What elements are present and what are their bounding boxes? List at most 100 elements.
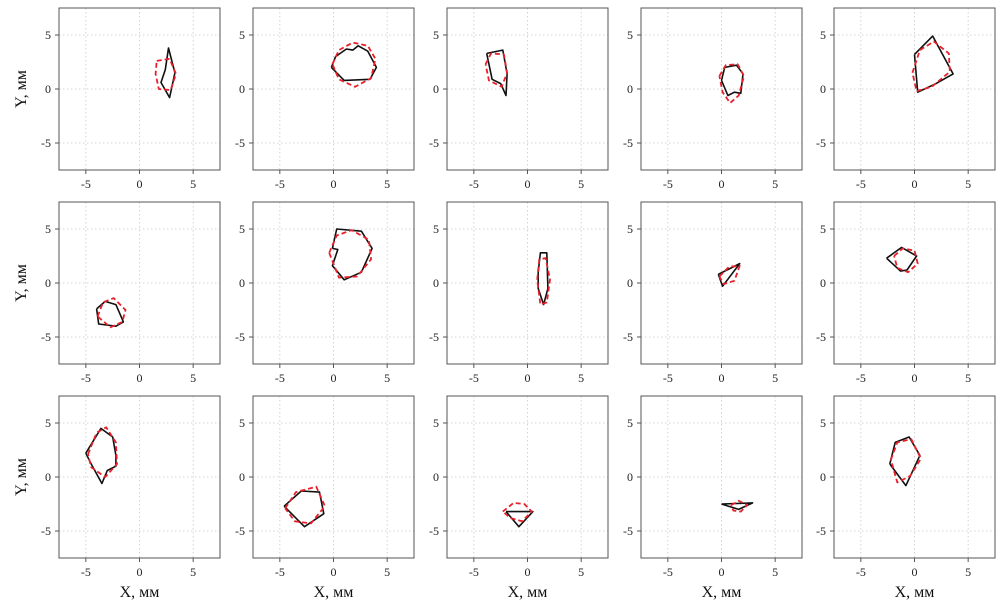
x-tick-label: -5	[856, 371, 866, 385]
x-tick-label: 5	[965, 177, 971, 191]
panel-13: -5 0 5 5 0 -5 X, мм	[429, 395, 609, 601]
x-tick-label: -5	[469, 177, 479, 191]
y-tick-label: 5	[820, 416, 826, 430]
outline-series	[505, 510, 534, 528]
fit-series	[96, 297, 127, 329]
y-tick-label: -5	[235, 136, 245, 150]
y-tick-label: 5	[627, 416, 633, 430]
x-tick-label: 5	[578, 371, 584, 385]
panel-7: -5 0 5 5 0 -5	[235, 201, 415, 385]
y-tick-label: 5	[45, 28, 51, 42]
y-tick-label: 0	[433, 82, 439, 96]
x-tick-label: -5	[469, 371, 479, 385]
fit-series	[484, 52, 509, 88]
x-tick-label: 5	[965, 565, 971, 579]
fit-series	[154, 57, 177, 91]
x-tick-label: 0	[137, 371, 143, 385]
y-axis-label: Y, мм	[13, 264, 30, 302]
fit-series	[730, 499, 749, 513]
y-tick-label: -5	[816, 136, 826, 150]
x-tick-label: 0	[525, 371, 531, 385]
y-tick-label: 0	[45, 276, 51, 290]
panel-6: -5 0 5 5 0 -5 Y, мм	[13, 201, 221, 385]
x-tick-label: -5	[81, 565, 91, 579]
y-tick-label: -5	[623, 524, 633, 538]
y-tick-label: 5	[820, 28, 826, 42]
x-tick-label: 5	[190, 371, 196, 385]
fit-series	[502, 501, 533, 523]
outline-series	[330, 44, 378, 82]
x-tick-label: 0	[719, 177, 725, 191]
y-tick-label: 0	[627, 82, 633, 96]
y-tick-label: 0	[45, 82, 51, 96]
y-tick-label: 0	[820, 470, 826, 484]
panel-14: -5 0 5 5 0 -5 X, мм	[623, 395, 803, 601]
outline-series	[331, 228, 373, 281]
y-tick-label: 5	[239, 416, 245, 430]
x-tick-label: -5	[81, 177, 91, 191]
y-tick-label: 5	[627, 28, 633, 42]
fit-series	[718, 264, 741, 286]
x-tick-label: -5	[275, 565, 285, 579]
y-tick-label: -5	[41, 136, 51, 150]
fit-series	[718, 63, 745, 104]
fit-series	[890, 438, 922, 484]
x-tick-label: -5	[856, 177, 866, 191]
panel-10: -5 0 5 5 0 -5	[816, 201, 996, 385]
y-tick-label: 5	[45, 416, 51, 430]
y-tick-label: 5	[433, 416, 439, 430]
fit-series	[87, 426, 118, 478]
x-tick-label: 5	[190, 177, 196, 191]
y-tick-label: 0	[820, 82, 826, 96]
outline-series	[720, 64, 744, 97]
fit-series	[893, 247, 919, 274]
y-tick-label: 5	[433, 28, 439, 42]
x-tick-label: 0	[331, 371, 337, 385]
x-tick-label: 0	[331, 177, 337, 191]
y-tick-label: -5	[41, 330, 51, 344]
y-tick-label: 5	[239, 222, 245, 236]
y-tick-label: -5	[41, 524, 51, 538]
x-tick-label: 0	[331, 565, 337, 579]
outline-series	[485, 49, 508, 97]
x-tick-label: 5	[965, 371, 971, 385]
panel-1: -5 0 5 5 0 -5 Y, мм	[13, 7, 221, 191]
x-tick-label: -5	[856, 565, 866, 579]
panel-3: -5 0 5 5 0 -5	[429, 7, 609, 191]
x-tick-label: 0	[137, 177, 143, 191]
y-tick-label: -5	[235, 524, 245, 538]
x-axis-label: X, мм	[314, 584, 354, 601]
y-tick-label: 5	[45, 222, 51, 236]
x-tick-label: 0	[525, 565, 531, 579]
x-tick-label: 5	[578, 565, 584, 579]
x-tick-label: 5	[772, 371, 778, 385]
y-tick-label: 0	[45, 470, 51, 484]
y-tick-label: -5	[623, 136, 633, 150]
outline-series	[717, 262, 741, 288]
y-tick-label: 0	[820, 276, 826, 290]
x-axis-label: X, мм	[702, 584, 742, 601]
y-tick-label: 0	[433, 470, 439, 484]
y-tick-label: -5	[623, 330, 633, 344]
y-tick-label: -5	[429, 524, 439, 538]
x-tick-label: 0	[912, 371, 918, 385]
y-tick-label: 5	[820, 222, 826, 236]
panel-2: -5 0 5 5 0 -5	[235, 7, 415, 191]
panel-11: -5 0 5 5 0 -5 Y, мм X, мм	[13, 395, 221, 601]
y-tick-label: 5	[239, 28, 245, 42]
x-tick-label: -5	[469, 565, 479, 579]
x-tick-label: -5	[275, 177, 285, 191]
y-tick-label: 0	[239, 276, 245, 290]
x-tick-label: 0	[912, 565, 918, 579]
y-tick-label: 0	[239, 470, 245, 484]
y-tick-label: 5	[433, 222, 439, 236]
panel-8: -5 0 5 5 0 -5	[429, 201, 609, 385]
y-tick-label: 0	[239, 82, 245, 96]
y-tick-label: -5	[816, 330, 826, 344]
x-tick-label: 0	[912, 177, 918, 191]
x-tick-label: 0	[525, 177, 531, 191]
y-tick-label: 5	[627, 222, 633, 236]
x-tick-label: 5	[772, 177, 778, 191]
fit-series	[536, 257, 551, 306]
x-axis-label: X, мм	[895, 584, 935, 601]
